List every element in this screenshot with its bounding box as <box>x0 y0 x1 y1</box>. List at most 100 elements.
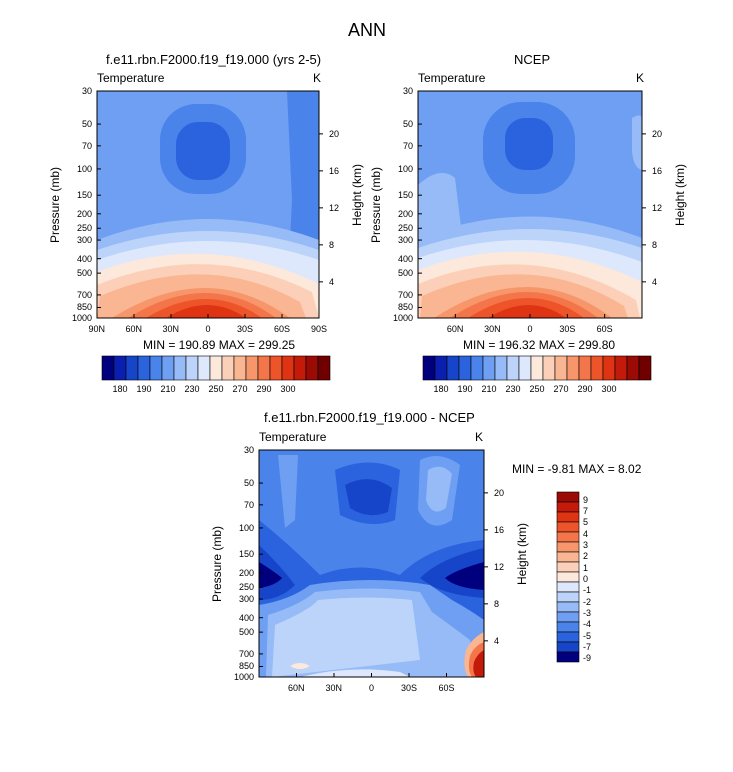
panel2-htick-label-16: 16 <box>652 165 663 176</box>
panel2-htick-label-8: 8 <box>652 239 658 250</box>
panel3-colorbar-label-10: -3 <box>583 608 592 618</box>
p3-contour-upper-core <box>345 479 392 516</box>
panel3-colorbar-box-10 <box>556 591 580 603</box>
panel1-htick-label-4: 4 <box>329 276 335 287</box>
panel1-colorbar-label-250: 250 <box>208 384 224 394</box>
panel2-minmax: MIN = 196.32 MAX = 299.80 <box>463 338 616 352</box>
panel3-htick-label-12: 12 <box>494 561 505 572</box>
panel1-colorbar-box-1 <box>113 355 127 381</box>
panel3-minmax: MIN = -9.81 MAX = 8.02 <box>512 462 642 476</box>
panel1-xtick-label-30S: 30S <box>237 324 254 334</box>
panel3-xtick-label-30N: 30N <box>325 683 343 693</box>
panel1-ylabel-right: Height (km) <box>350 163 365 226</box>
panel2-ylabel: Pressure (mb) <box>369 166 384 243</box>
panel1-colorbar-label-300: 300 <box>280 384 296 394</box>
p3-contour-warm-3 <box>473 650 484 677</box>
panel2-colorbar-box-18 <box>638 355 652 381</box>
panel1-htick-label-12: 12 <box>329 202 340 213</box>
panel2-ylabel-right: Height (km) <box>673 163 688 226</box>
panel3-variable-label: Temperature <box>259 430 327 444</box>
p2-contour-band-10 <box>488 305 566 318</box>
panel1-xtick-label-90S: 90S <box>311 324 328 334</box>
panel3-colorbar-label-11: -4 <box>583 619 592 630</box>
panel3-colorbar-box-13 <box>556 621 580 633</box>
panel3-colorbar-box-15 <box>556 641 580 653</box>
panel1-colorbar-label-290: 290 <box>256 384 272 394</box>
panel3-colorbar-box-14 <box>556 631 580 643</box>
panel1-ytick-label-150: 150 <box>77 190 93 201</box>
panel2-ytick-label-30: 30 <box>403 86 414 96</box>
panel3-units: K <box>475 430 484 444</box>
panel2-ytick-label-500: 500 <box>398 268 414 279</box>
p1-contour-south-cold <box>287 91 319 240</box>
panel3-htick-label-8: 8 <box>494 598 500 609</box>
panel3-contours <box>259 450 484 677</box>
panel3-ytick-label-700: 700 <box>239 648 255 659</box>
panel2-ytick-label-250: 250 <box>398 223 414 234</box>
panel1-colorbar-label-270: 270 <box>232 384 248 394</box>
panel2-colorbar-box-4 <box>470 355 484 381</box>
panel2-ytick-label-300: 300 <box>398 235 414 246</box>
panel1-colorbar-box-17 <box>305 355 319 381</box>
panel2-colorbar-box-0 <box>422 355 436 381</box>
panel1-ytick-label-100: 100 <box>77 163 93 174</box>
panel1-colorbar-box-18 <box>317 355 331 381</box>
panel2-contours <box>418 91 642 318</box>
panel1-colorbar-box-12 <box>245 355 259 381</box>
panel2-htick-label-4: 4 <box>652 276 658 287</box>
panel2-colorbar-box-16 <box>614 355 628 381</box>
panel3-colorbar-label-8: -1 <box>583 585 592 596</box>
panel3-ylabel-right: Height (km) <box>515 522 530 585</box>
panel2-xtick-label-60N: 60N <box>446 324 464 334</box>
panel3-ytick-label-50: 50 <box>244 478 255 489</box>
panel1-colorbar-box-14 <box>269 355 283 381</box>
panel3-colorbar-label-6: 1 <box>583 562 589 573</box>
panel1-variable-label: Temperature <box>97 71 165 85</box>
panel2-colorbar-label-210: 210 <box>481 384 497 394</box>
p1-contour-band-10 <box>166 305 246 318</box>
panel1-ytick-label-250: 250 <box>77 223 93 234</box>
panel2-colorbar-label-300: 300 <box>601 384 617 394</box>
panel2-colorbar-box-2 <box>446 355 460 381</box>
p2-contour-south-warm <box>632 115 642 170</box>
panel1-ytick-label-500: 500 <box>77 268 93 279</box>
p3-contour-south-core <box>445 562 484 590</box>
panel3-xtick-label-30S: 30S <box>401 683 418 693</box>
panel3-colorbar-label-2: 5 <box>583 517 589 528</box>
figure-title: ANN <box>348 20 387 40</box>
panel1-htick-label-20: 20 <box>329 128 340 139</box>
panel2-colorbar-box-11 <box>554 355 568 381</box>
panel3-colorbar-box-8 <box>556 571 580 583</box>
panel1-colorbar-box-10 <box>221 355 235 381</box>
panel3-colorbar-box-12 <box>556 611 580 623</box>
panel2-colorbar-label-230: 230 <box>505 384 521 394</box>
panel1-ytick-label-200: 200 <box>77 208 93 219</box>
panel1-ytick-label-70: 70 <box>82 140 93 151</box>
panel2-xtick-label-0: 0 <box>527 324 533 334</box>
panel1-colorbar-box-13 <box>257 355 271 381</box>
panel1-colorbar-box-4 <box>149 355 163 381</box>
panel2-colorbar-box-10 <box>542 355 556 381</box>
panel3-colorbar-box-6 <box>556 551 580 563</box>
panel2-colorbar-box-3 <box>458 355 472 381</box>
p1-contour-tropopause-core <box>176 122 230 180</box>
panel3-colorbar-label-5: 2 <box>583 551 589 562</box>
panel1-xtick-label-0: 0 <box>205 324 211 334</box>
panel3-colorbar-label-14: -9 <box>583 653 592 664</box>
panel2-colorbar-box-6 <box>494 355 508 381</box>
panel1-colorbar-box-6 <box>173 355 187 381</box>
panel1-colorbar-box-15 <box>281 355 295 381</box>
panel3-xtick-label-60S: 60S <box>438 683 455 693</box>
panel2-colorbar-label-270: 270 <box>553 384 569 394</box>
panel2-colorbar-box-8 <box>518 355 532 381</box>
panel3-htick-label-4: 4 <box>494 635 500 646</box>
panel3-ytick-label-500: 500 <box>239 627 255 638</box>
panel3-ytick-label-850: 850 <box>239 661 255 672</box>
p2-contour-north-warm <box>418 172 462 240</box>
panel2-colorbar-label-190: 190 <box>457 384 473 394</box>
panel2-units: K <box>636 71 645 85</box>
panel3-colorbar-box-2 <box>556 511 580 523</box>
panel2-ytick-label-850: 850 <box>398 302 414 313</box>
panel3-ytick-label-300: 300 <box>239 594 255 605</box>
